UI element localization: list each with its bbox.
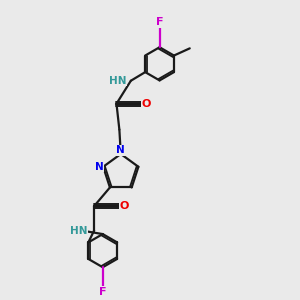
Text: HN: HN xyxy=(109,76,126,86)
Text: F: F xyxy=(99,287,106,297)
Text: N: N xyxy=(95,162,104,172)
Text: HN: HN xyxy=(70,226,88,236)
Text: O: O xyxy=(120,201,129,211)
Text: F: F xyxy=(156,17,163,27)
Text: O: O xyxy=(142,99,151,109)
Text: N: N xyxy=(116,145,125,155)
